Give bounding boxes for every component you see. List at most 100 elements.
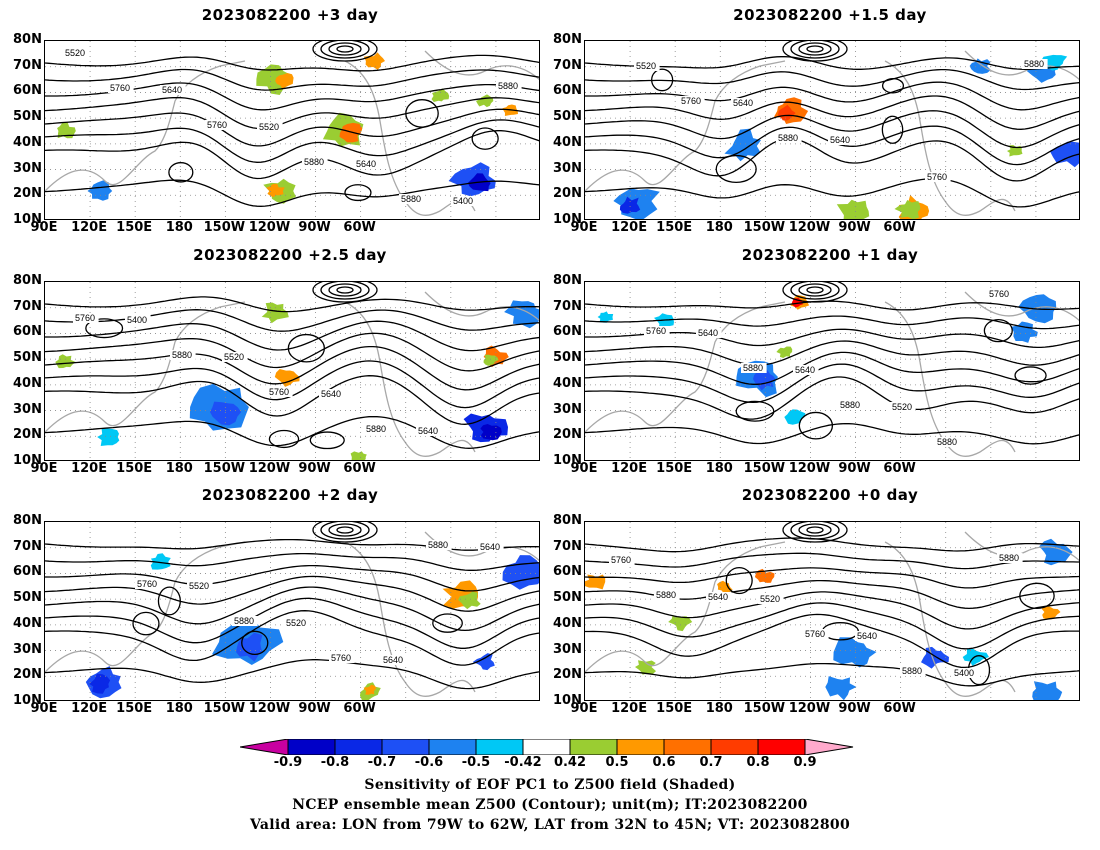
colorbar-swatch (428, 739, 477, 755)
contour-label: 5760 (207, 120, 227, 130)
map-canvas: 5520 5640 5640 5760 5880 5760 5880 (585, 41, 1079, 219)
colorbar-tick-label: -0.8 (320, 755, 350, 770)
lon-tick-label: 180 (165, 701, 193, 716)
lat-tick-label: 70N (553, 538, 582, 554)
contour-label: 5880 (840, 400, 860, 410)
contour-label: 5520 (286, 618, 306, 628)
lon-tick-label: 150E (116, 701, 153, 716)
lon-tick-label: 120W (248, 461, 291, 476)
contour-label: 5880 (428, 540, 448, 550)
lon-tick-label: 90E (30, 461, 58, 476)
lon-tick-label: 90E (570, 220, 598, 235)
lat-tick-label: 50N (553, 590, 582, 606)
contour-label: 5640 (356, 159, 376, 169)
lat-tick-label: 40N (13, 134, 42, 150)
contour-label: 5640 (162, 85, 182, 95)
lat-tick-label: 60N (553, 83, 582, 99)
colorbar-swatch (287, 739, 336, 755)
contour-label: 5400 (127, 315, 147, 325)
lon-tick-label: 150W (203, 701, 246, 716)
lon-tick-label: 120W (248, 220, 291, 235)
lat-tick-label: 30N (553, 160, 582, 176)
lon-tick-label: 90W (298, 701, 331, 716)
colorbar-swatch (757, 739, 806, 755)
lon-tick-label: 90W (298, 461, 331, 476)
lat-tick-label: 10N (553, 693, 582, 708)
lat-tick-label: 60N (553, 324, 582, 340)
lat-tick-label: 10N (13, 212, 42, 227)
lat-tick-label: 70N (13, 538, 42, 554)
panel-title: 2023082200 +1 day (741, 246, 919, 264)
contour-label: 5640 (857, 631, 877, 641)
contour-label: 5760 (110, 83, 130, 93)
contour-label: 5640 (733, 98, 753, 108)
lon-tick-label: 90W (838, 220, 871, 235)
lon-tick-label: 90E (30, 220, 58, 235)
lat-tick-label: 30N (13, 160, 42, 176)
lon-tick-label: 180 (705, 701, 733, 716)
lon-tick-label: 60W (343, 220, 376, 235)
lat-tick-label: 30N (13, 641, 42, 657)
lat-tick-label: 30N (553, 401, 582, 417)
lat-tick-label: 50N (553, 350, 582, 366)
footer-line-1: Sensitivity of EOF PC1 to Z500 field (Sh… (364, 777, 736, 793)
lon-tick-label: 90W (838, 701, 871, 716)
colorbar-tick-label: -0.9 (273, 755, 303, 770)
footer-line-2: NCEP ensemble mean Z500 (Contour); unit(… (292, 797, 808, 813)
contour-label: 5640 (321, 389, 341, 399)
contour-label: 5880 (999, 553, 1019, 563)
contour-label: 5880 (172, 350, 192, 360)
lon-tick-label: 120E (611, 701, 648, 716)
lat-tick-label: 20N (13, 667, 42, 683)
contour-label: 5520 (259, 122, 279, 132)
lat-tick-label: 40N (553, 615, 582, 631)
lat-tick-label: 80N (13, 513, 42, 528)
lon-tick-label: 150E (116, 461, 153, 476)
lon-tick-label: 60W (883, 461, 916, 476)
contour-label: 5520 (892, 402, 912, 412)
colorbar-tick-label: -0.42 (504, 755, 542, 770)
lon-tick-label: 180 (165, 461, 193, 476)
contour-label: 5760 (611, 555, 631, 565)
colorbar (240, 739, 854, 755)
lon-tick-label: 180 (705, 461, 733, 476)
lat-tick-label: 50N (13, 109, 42, 125)
lon-tick-label: 60W (883, 220, 916, 235)
lon-tick-label: 120E (71, 220, 108, 235)
lat-tick-label: 80N (553, 32, 582, 47)
lat-tick-label: 40N (553, 375, 582, 391)
contour-label: 5760 (927, 172, 947, 182)
lon-tick-label: 120E (71, 461, 108, 476)
colorbar-tick-label: 0.42 (553, 755, 587, 770)
lon-tick-label: 150W (743, 461, 786, 476)
lat-tick-label: 50N (13, 350, 42, 366)
map-plus3day: 5520 5640 5520 5640 5400 5760 5760 5880 5880 5880 (44, 40, 540, 220)
colorbar-swatch (569, 739, 618, 755)
contour-label: 5640 (698, 328, 718, 338)
contour-label: 5760 (681, 96, 701, 106)
contour-label: 5880 (498, 81, 518, 91)
lat-tick-label: 80N (13, 273, 42, 288)
colorbar-swatch (475, 739, 524, 755)
lat-tick-label: 60N (13, 324, 42, 340)
contour-label: 5520 (65, 48, 85, 58)
lat-tick-label: 20N (13, 186, 42, 202)
lat-tick-label: 40N (553, 134, 582, 150)
lon-tick-label: 60W (883, 701, 916, 716)
lon-tick-label: 60W (343, 461, 376, 476)
lon-tick-label: 90W (838, 461, 871, 476)
lon-tick-label: 90E (570, 701, 598, 716)
lon-tick-label: 90W (298, 220, 331, 235)
lat-tick-label: 20N (553, 667, 582, 683)
contour-label: 5640 (830, 135, 850, 145)
lat-tick-label: 20N (13, 427, 42, 443)
contour-label: 5640 (418, 426, 438, 436)
lat-tick-label: 30N (553, 641, 582, 657)
contour-label: 5880 (937, 437, 957, 447)
contour-label: 5760 (805, 629, 825, 639)
contour-label: 5880 (304, 157, 324, 167)
contour-label: 5640 (708, 592, 728, 602)
footer-line-3: Valid area: LON from 79W to 62W, LAT fro… (249, 817, 851, 833)
contour-label: 5520 (760, 594, 780, 604)
contour-label: 5880 (656, 590, 676, 600)
